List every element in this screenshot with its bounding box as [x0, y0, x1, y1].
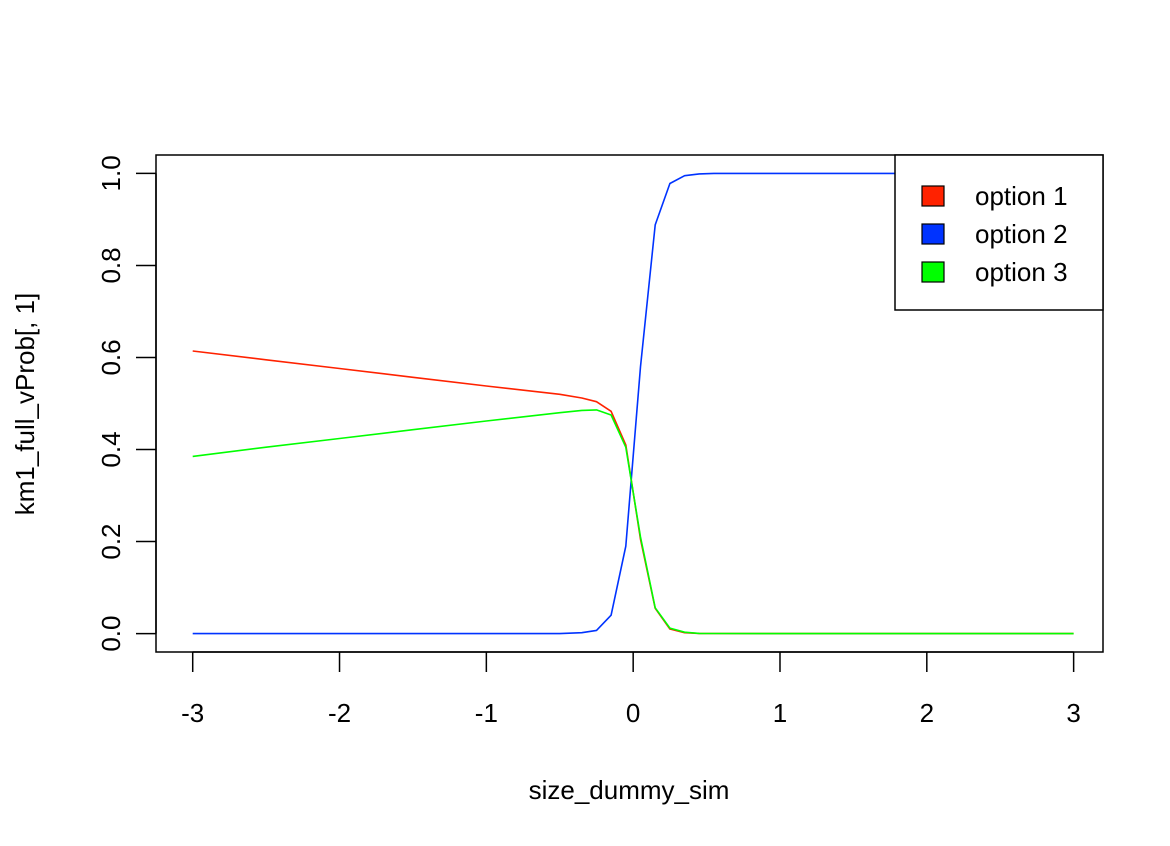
x-tick-label: 1 — [773, 698, 787, 728]
legend-swatch — [921, 261, 945, 283]
y-tick-label: 1.0 — [96, 155, 126, 191]
series-line-2 — [192, 172, 1074, 635]
y-axis: 0.0 0.2 0.4 0.6 0.8 1.0 — [96, 155, 157, 652]
legend: option 1 option 2 option 3 — [894, 154, 1104, 311]
x-tick-label: -2 — [328, 698, 351, 728]
series-layer — [192, 172, 1074, 635]
legend-label: option 1 — [975, 181, 1068, 211]
y-tick-label: 0.2 — [96, 523, 126, 559]
y-tick-label: 0.8 — [96, 247, 126, 283]
x-tick-label: -1 — [475, 698, 498, 728]
x-tick-label: 3 — [1066, 698, 1080, 728]
legend-swatch — [921, 185, 945, 207]
x-tick-label: 2 — [920, 698, 934, 728]
y-axis-title: km1_full_vProb[, 1] — [10, 293, 40, 516]
x-tick-label: 0 — [626, 698, 640, 728]
y-tick-label: 0.4 — [96, 431, 126, 467]
legend-label: option 3 — [975, 257, 1068, 287]
series-line-3 — [192, 409, 1074, 635]
legend-label: option 2 — [975, 219, 1068, 249]
x-tick-label: -3 — [181, 698, 204, 728]
x-axis-title: size_dummy_sim — [529, 775, 730, 805]
legend-swatch — [921, 223, 945, 245]
y-tick-label: 0.0 — [96, 616, 126, 652]
y-tick-label: 0.6 — [96, 339, 126, 375]
x-axis: -3 -2 -1 0 1 2 3 — [181, 651, 1081, 728]
